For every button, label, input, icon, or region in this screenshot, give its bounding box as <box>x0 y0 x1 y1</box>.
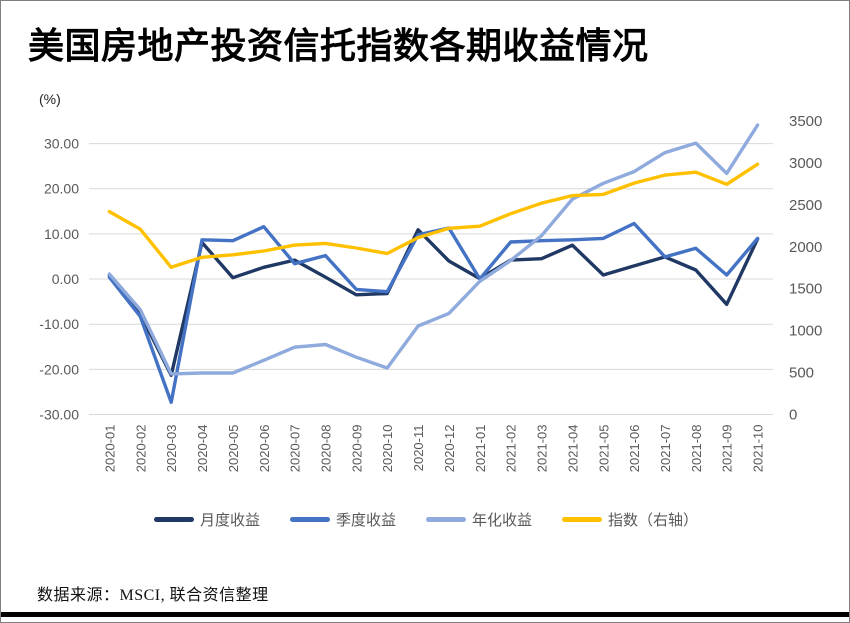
legend-swatch-annualized-returns <box>426 516 466 522</box>
x-axis-tick-label: 2020-04 <box>195 425 210 473</box>
x-axis-tick-label: 2020-02 <box>133 425 148 473</box>
right-axis-tick-label: 0 <box>789 407 797 424</box>
legend-label-monthly-returns: 月度收益 <box>199 511 260 529</box>
series-line-annualized-returns <box>107 123 760 376</box>
x-axis-tick-label: 2021-08 <box>689 425 704 473</box>
source-note: 数据来源：MSCI, 联合资信整理 <box>37 587 269 604</box>
x-axis-tick-label: 2021-10 <box>751 425 766 473</box>
line-chart-canvas: 30.00 20.00 10.00 0.00 -10.00 -20.00 -30.00 350… <box>39 113 822 473</box>
x-axis-tick-label: 2021-02 <box>504 425 519 473</box>
left-axis-tick-label: -30.00 <box>39 407 79 423</box>
legend-item-annualized-returns: 年化收益 <box>426 509 532 530</box>
x-axis-tick-label: 2021-05 <box>596 425 611 473</box>
series-line-index-right-axis <box>107 162 760 269</box>
left-axis-unit-label: (%) <box>39 91 61 107</box>
x-axis-tick-label: 2021-09 <box>720 425 735 473</box>
x-axis-tick-label: 2020-12 <box>442 425 457 473</box>
x-axis-tick-label: 2020-03 <box>164 425 179 473</box>
legend-label-index-right-axis: 指数（右轴） <box>608 511 699 529</box>
left-axis-tick-label: -20.00 <box>39 361 79 377</box>
left-axis-tick-label: -10.00 <box>39 316 79 332</box>
legend-swatch-index-right-axis <box>562 516 603 522</box>
x-axis-tick-label: 2021-06 <box>627 425 642 473</box>
legend-item-quarterly-returns: 季度收益 <box>289 509 396 530</box>
x-axis-tick-label: 2020-07 <box>288 425 303 473</box>
right-axis-tick-label: 2500 <box>789 197 822 214</box>
legend-item-index-right-axis: 指数（右轴） <box>562 509 698 530</box>
x-axis-tick-label: 2020-06 <box>257 425 272 473</box>
x-axis-tick-label: 2021-04 <box>565 425 580 473</box>
right-axis-tick-label: 3000 <box>789 155 822 172</box>
chart-legend: 月度收益 季度收益 年化收益 指数（右轴） <box>71 507 781 531</box>
legend-swatch-quarterly-returns <box>289 516 330 522</box>
x-axis-tick-label: 2021-07 <box>658 425 673 473</box>
x-axis-tick-label: 2020-01 <box>102 425 117 473</box>
legend-label-quarterly-returns: 季度收益 <box>335 511 396 529</box>
left-axis-tick-label: 0.00 <box>52 271 79 287</box>
legend-item-monthly-returns: 月度收益 <box>153 509 260 530</box>
x-axis-tick-label: 2020-05 <box>226 425 241 473</box>
left-axis-tick-label: 20.00 <box>44 181 79 197</box>
legend-label-annualized-returns: 年化收益 <box>472 511 533 529</box>
x-axis-tick-label: 2021-03 <box>535 425 550 473</box>
x-axis-tick-label: 2020-11 <box>411 425 426 472</box>
legend-swatch-monthly-returns <box>153 516 194 522</box>
right-axis-tick-label: 1000 <box>789 323 822 340</box>
right-axis-tick-label: 3500 <box>789 113 822 130</box>
left-axis-tick-label: 30.00 <box>44 136 79 152</box>
x-axis-tick-label: 2020-08 <box>318 425 333 473</box>
x-axis-tick-label: 2020-10 <box>380 425 395 473</box>
x-axis-tick-label: 2021-01 <box>473 424 488 472</box>
left-axis-tick-label: 10.00 <box>44 226 79 242</box>
right-axis-tick-label: 1500 <box>789 281 822 298</box>
right-axis-tick-label: 500 <box>789 365 814 382</box>
bottom-border-bar <box>1 612 849 617</box>
series-line-monthly-returns <box>107 228 760 377</box>
right-axis-tick-label: 2000 <box>789 239 822 256</box>
chart-title: 美国房地产投资信托指数各期收益情况 <box>28 25 649 66</box>
x-axis-tick-label: 2020-09 <box>349 425 364 473</box>
